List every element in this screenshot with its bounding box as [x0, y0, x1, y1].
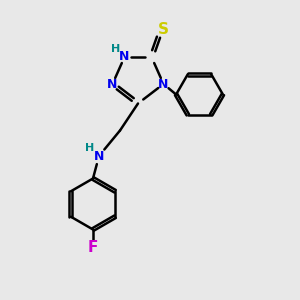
Text: N: N — [158, 77, 169, 91]
Text: H: H — [112, 44, 121, 54]
Text: F: F — [88, 240, 98, 255]
Text: N: N — [94, 149, 104, 163]
Text: S: S — [158, 22, 169, 38]
Text: H: H — [85, 142, 94, 153]
Text: N: N — [119, 50, 130, 64]
Text: N: N — [107, 77, 118, 91]
